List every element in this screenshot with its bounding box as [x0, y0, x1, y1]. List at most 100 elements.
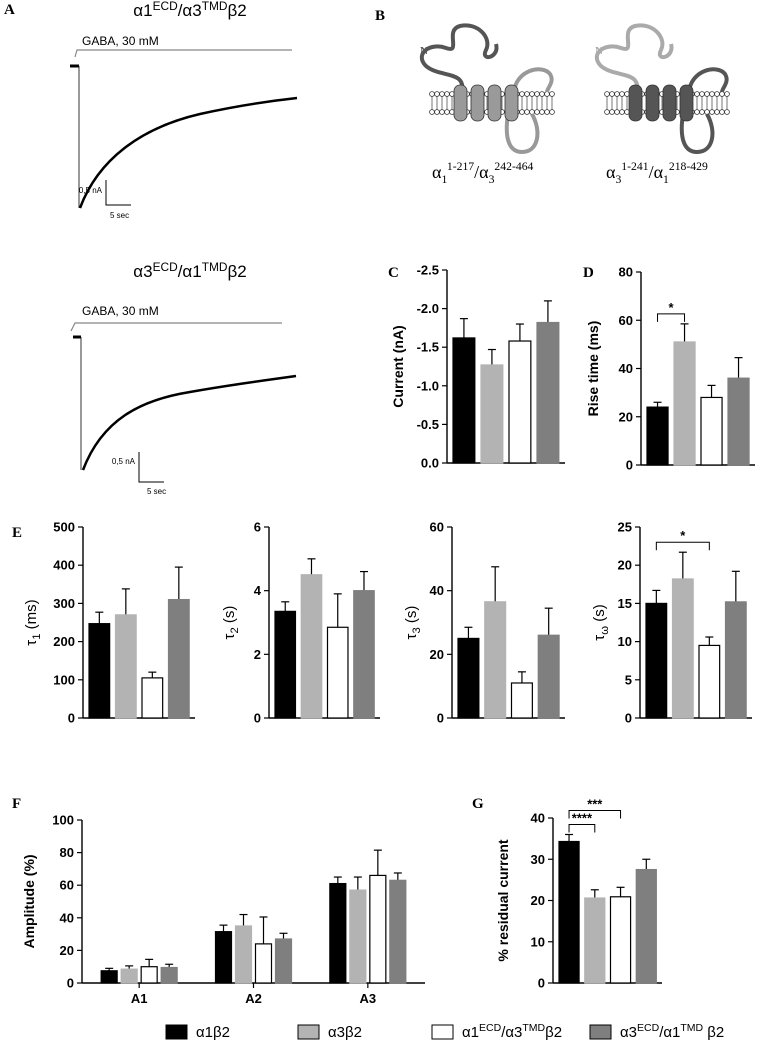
text-part: τ: [591, 635, 608, 641]
bar: [508, 340, 532, 464]
y-tick-label: 20: [60, 943, 74, 958]
text-part: τ: [403, 633, 420, 639]
y-tick-label: 25: [618, 520, 632, 535]
scale-label: 0,5 nA: [79, 186, 103, 195]
bar: [480, 364, 504, 464]
trace: [81, 374, 297, 471]
stimulus-bar: [70, 322, 282, 332]
bar: [609, 896, 632, 984]
trace-title: α3ECD/α1TMDβ2: [133, 260, 246, 281]
bar: [673, 341, 696, 466]
bar: [671, 578, 694, 719]
text-part: ECD: [153, 260, 179, 274]
bar: [646, 406, 669, 466]
text-part: 1: [31, 633, 43, 639]
text-part: 218-429: [669, 160, 708, 173]
lipid-head: [619, 91, 625, 97]
construct-label: α31-241/α1218-429: [606, 160, 708, 186]
text-part: /α: [649, 162, 664, 182]
bar: [329, 882, 347, 984]
bar: [536, 321, 560, 464]
lipid-head: [709, 109, 715, 115]
y-axis-label: τ2 (s): [221, 606, 241, 640]
y-tick-label: 0: [437, 711, 444, 726]
lipid-head: [549, 109, 555, 115]
bar: [140, 966, 158, 984]
scale-label: 0,5 nA: [112, 457, 136, 466]
x-tick-label: A2: [245, 991, 262, 1006]
bar: [452, 337, 476, 464]
text-part: α1: [462, 1024, 479, 1041]
lipid-head: [714, 109, 720, 115]
lipid-head: [524, 91, 530, 97]
trace-title: α1ECD/α3TMDβ2: [133, 0, 246, 20]
panel-label: A: [4, 2, 15, 18]
bar: [100, 970, 118, 984]
text-part: /α1: [178, 262, 202, 281]
scale-label: 5 sec: [147, 487, 166, 496]
lipid-head: [719, 109, 725, 115]
legend-swatch: [297, 1024, 320, 1040]
lipid-head: [529, 91, 535, 97]
lipid-head: [709, 91, 715, 97]
bar: [389, 879, 407, 984]
y-tick-label: 0: [538, 976, 545, 991]
y-axis-label: Rise time (ms): [585, 321, 601, 417]
bar: [167, 598, 190, 719]
bar: [353, 590, 375, 719]
bar: [254, 943, 273, 984]
text-part: (ms): [23, 599, 40, 633]
text-part: α1: [133, 1, 152, 20]
scale-bar: [138, 452, 164, 483]
significance-label: *: [680, 528, 686, 543]
text-part: α3: [133, 262, 152, 281]
lipid-head: [539, 109, 545, 115]
panel-label: C: [388, 265, 399, 281]
lipid-head: [444, 91, 450, 97]
text-part: τ: [23, 640, 40, 646]
text-part: ECD: [637, 1022, 660, 1034]
y-tick-label: 60: [430, 520, 444, 535]
y-tick-label: -2.5: [417, 263, 439, 278]
text-part: TMD: [522, 1022, 545, 1034]
text-part: α: [432, 162, 442, 182]
text-part: α3β2: [328, 1024, 362, 1041]
y-tick-label: 100: [53, 672, 75, 687]
lipid-head: [619, 109, 625, 115]
panel-label: B: [375, 8, 385, 24]
ecd-loop: [512, 67, 554, 93]
panel-label: E: [12, 525, 22, 541]
y-tick-label: 30: [531, 852, 545, 867]
lipid-head: [614, 109, 620, 115]
y-tick-label: 500: [53, 520, 75, 535]
bar: [558, 840, 580, 984]
text-part: /α1: [659, 1024, 680, 1041]
bar: [584, 897, 606, 984]
y-tick-label: 20: [430, 647, 444, 662]
bar: [700, 396, 723, 466]
y-tick-label: 0: [626, 458, 633, 473]
bar: [484, 601, 507, 719]
y-tick-label: 400: [53, 558, 75, 573]
y-tick-label: -2.0: [417, 301, 439, 316]
lipid-head: [434, 91, 440, 97]
text-part: (s): [591, 604, 608, 626]
text-part: /α3: [501, 1024, 522, 1041]
lipid-head: [429, 109, 435, 115]
y-tick-label: 100: [52, 813, 74, 828]
ecd-loop: [687, 67, 729, 93]
bar: [114, 614, 137, 719]
y-tick-label: 300: [53, 596, 75, 611]
scale-label: 5 sec: [110, 211, 129, 220]
tm-helix: [504, 84, 519, 122]
bar: [635, 868, 657, 984]
significance-bracket: [568, 810, 622, 819]
bar: [645, 602, 668, 719]
text-part: β2: [227, 262, 246, 281]
significance-label: ****: [572, 811, 593, 826]
y-axis-label: Amplitude (%): [21, 854, 37, 948]
y-tick-label: 0: [254, 711, 261, 726]
bar: [274, 938, 293, 984]
lipid-head: [444, 109, 450, 115]
